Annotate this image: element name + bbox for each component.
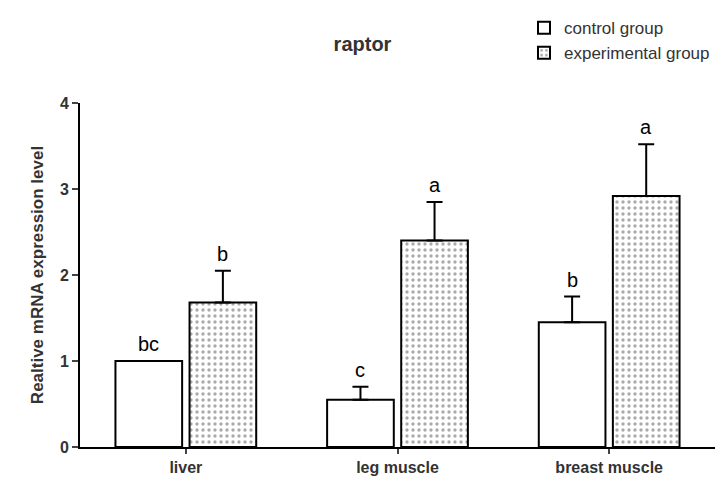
svg-text:liver: liver xyxy=(169,459,202,476)
svg-text:1: 1 xyxy=(60,353,69,370)
svg-text:3: 3 xyxy=(60,181,69,198)
svg-text:raptor: raptor xyxy=(334,33,392,55)
svg-text:b: b xyxy=(567,269,578,291)
svg-text:bc: bc xyxy=(138,333,159,355)
svg-text:2: 2 xyxy=(60,267,69,284)
svg-text:a: a xyxy=(640,116,652,138)
svg-text:4: 4 xyxy=(60,95,69,112)
svg-text:experimental group: experimental group xyxy=(564,44,710,63)
svg-text:0: 0 xyxy=(60,439,69,456)
svg-text:leg muscle: leg muscle xyxy=(356,459,439,476)
svg-text:Realtive mRNA expression level: Realtive mRNA expression level xyxy=(28,146,47,404)
svg-text:c: c xyxy=(355,359,365,381)
svg-text:breast muscle: breast muscle xyxy=(555,459,663,476)
svg-text:b: b xyxy=(217,243,228,265)
svg-text:control group: control group xyxy=(564,19,663,38)
svg-text:a: a xyxy=(429,174,441,196)
